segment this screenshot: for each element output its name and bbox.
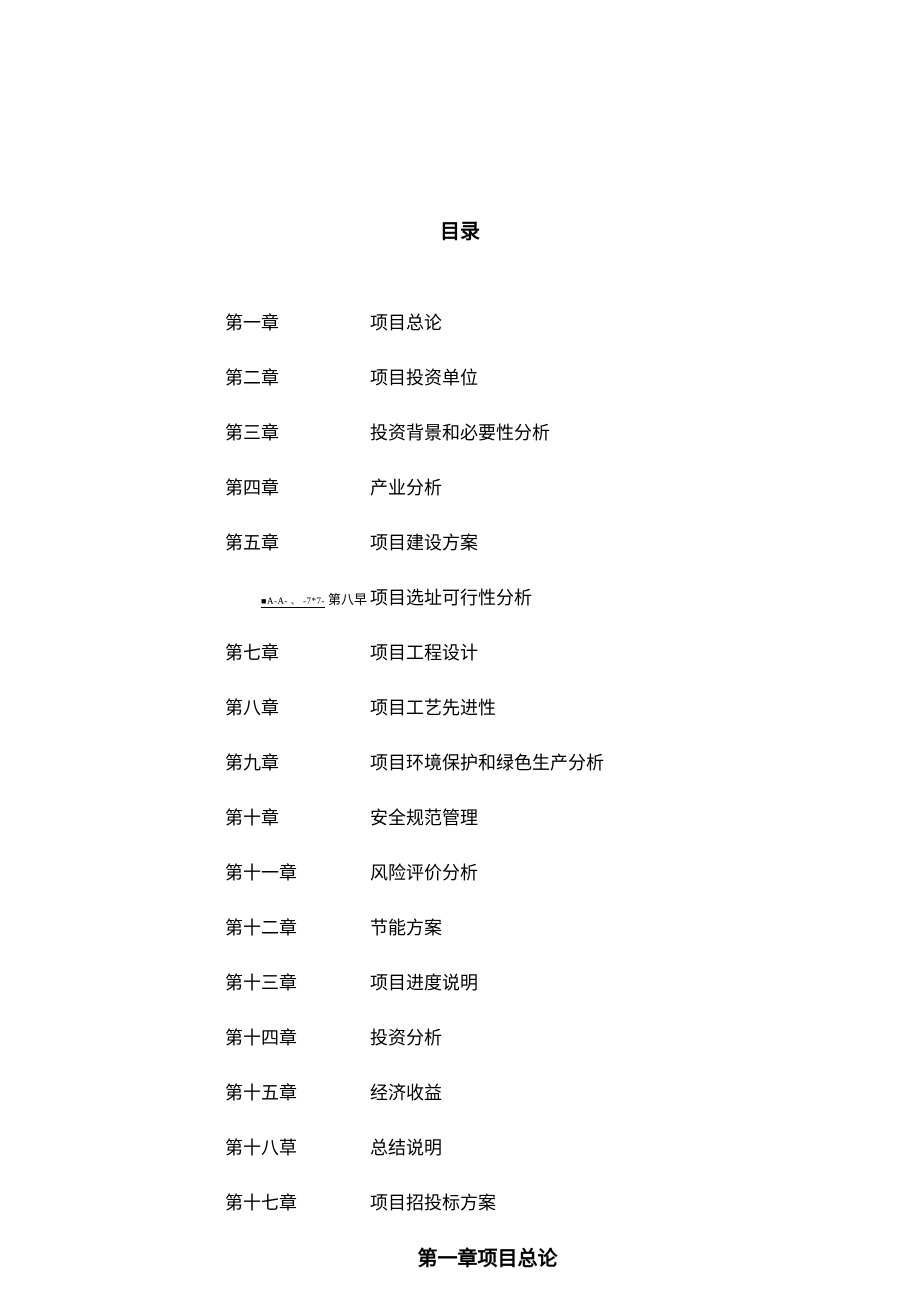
chapter-heading: 第一章项目总论 (55, 1242, 920, 1271)
document-page: 目录 第一章项目总论第二章项目投资单位第三章投资背景和必要性分析第四章产业分析第… (0, 0, 920, 1302)
toc-chapter: 第十章 (225, 804, 370, 830)
toc-description: 项目招投标方案 (370, 1189, 700, 1215)
toc-row: 第三章投资背景和必要性分析 (225, 419, 700, 445)
toc-row: 第十章安全规范管理 (225, 804, 700, 830)
toc-chapter: 第十五章 (225, 1079, 370, 1105)
toc-row: 第一章项目总论 (225, 309, 700, 335)
toc-description: 项目进度说明 (370, 969, 700, 995)
toc-description: 项目选址可行性分析 (370, 584, 700, 610)
toc-description: 产业分析 (370, 474, 700, 500)
toc-chapter-label: 第八早 (328, 592, 367, 607)
toc-chapter: 第十二章 (225, 914, 370, 940)
toc-chapter: 第十三章 (225, 969, 370, 995)
toc-row: 第十八草总结说明 (225, 1134, 700, 1160)
toc-chapter: 第十八草 (225, 1134, 370, 1160)
toc-row: 第十四章投资分析 (225, 1024, 700, 1050)
toc-description: 节能方案 (370, 914, 700, 940)
toc-chapter: 第五章 (225, 529, 370, 555)
toc-chapter: ■A-A- 、 -7*7-第八早 (225, 588, 370, 609)
toc-description: 项目工程设计 (370, 639, 700, 665)
toc-description: 安全规范管理 (370, 804, 700, 830)
toc-chapter: 第九章 (225, 749, 370, 775)
toc-chapter: 第二章 (225, 364, 370, 390)
toc-row: 第二章项目投资单位 (225, 364, 700, 390)
toc-chapter: 第十一章 (225, 859, 370, 885)
toc-chapter: 第七章 (225, 639, 370, 665)
toc-chapter: 第十四章 (225, 1024, 370, 1050)
toc-chapter: 第三章 (225, 419, 370, 445)
toc-row: 第四章产业分析 (225, 474, 700, 500)
toc-description: 风险评价分析 (370, 859, 700, 885)
toc-description: 经济收益 (370, 1079, 700, 1105)
toc-chapter: 第八章 (225, 694, 370, 720)
toc-description: 总结说明 (370, 1134, 700, 1160)
toc-chapter: 第一章 (225, 309, 370, 335)
toc-row: 第八章项目工艺先进性 (225, 694, 700, 720)
toc-row: 第九章项目环境保护和绿色生产分析 (225, 749, 700, 775)
ocr-artifact: ■A-A- 、 -7*7- (261, 596, 325, 608)
toc-description: 投资分析 (370, 1024, 700, 1050)
toc-title: 目录 (0, 215, 920, 244)
toc-description: 项目投资单位 (370, 364, 700, 390)
toc-row: 第十三章项目进度说明 (225, 969, 700, 995)
toc-row: 第十七章项目招投标方案 (225, 1189, 700, 1215)
toc-description: 项目工艺先进性 (370, 694, 700, 720)
toc-row: ■A-A- 、 -7*7-第八早项目选址可行性分析 (225, 584, 700, 610)
toc-row: 第十二章节能方案 (225, 914, 700, 940)
toc-description: 项目建设方案 (370, 529, 700, 555)
toc-chapter: 第十七章 (225, 1189, 370, 1215)
toc-list: 第一章项目总论第二章项目投资单位第三章投资背景和必要性分析第四章产业分析第五章项… (225, 309, 700, 1215)
toc-row: 第十一章风险评价分析 (225, 859, 700, 885)
toc-description: 项目总论 (370, 309, 700, 335)
toc-row: 第五章项目建设方案 (225, 529, 700, 555)
toc-description: 项目环境保护和绿色生产分析 (370, 749, 700, 775)
toc-row: 第十五章经济收益 (225, 1079, 700, 1105)
toc-row: 第七章项目工程设计 (225, 639, 700, 665)
toc-description: 投资背景和必要性分析 (370, 419, 700, 445)
toc-chapter: 第四章 (225, 474, 370, 500)
